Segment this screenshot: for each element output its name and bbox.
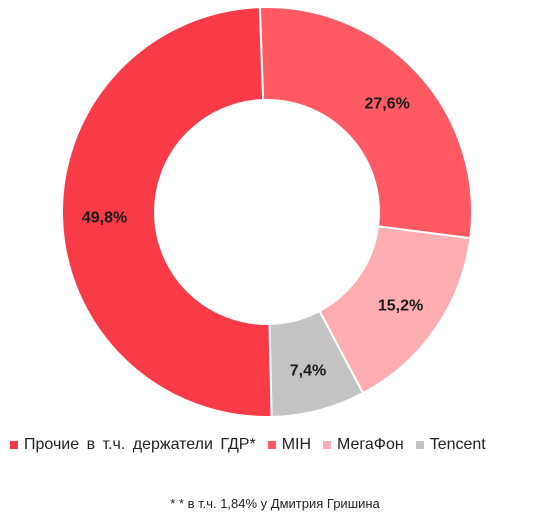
- legend-swatch: [10, 441, 18, 449]
- legend-swatch: [415, 441, 424, 449]
- chart-legend: Прочие в т.ч. держатели ГДР* MIH МегаФон Te…: [10, 436, 540, 454]
- label-mih: 27,6%: [364, 96, 409, 113]
- legend-swatch: [323, 441, 332, 449]
- slice-mih: [258, 6, 473, 240]
- footnote-marker: * *: [170, 496, 184, 511]
- legend-label: МегаФон: [337, 436, 404, 453]
- legend-label: Прочие в т.ч. держатели ГДР*: [24, 436, 256, 453]
- slice-other-holders: [61, 6, 273, 418]
- legend-label: MIH: [281, 436, 312, 453]
- legend-item-megafon: МегаФон: [323, 436, 404, 454]
- donut-chart: 27,6% 15,2% 7,4% 49,8%: [61, 6, 473, 418]
- footnote: * * в т.ч. 1,84% у Дмитрия Гришина: [0, 496, 550, 511]
- label-megafon: 15,2%: [378, 298, 423, 315]
- label-other-holders: 49,8%: [82, 210, 127, 227]
- legend-item-other-holders: Прочие в т.ч. держатели ГДР*: [10, 436, 256, 454]
- legend-label: Tencent: [429, 436, 486, 453]
- label-tencent: 7,4%: [290, 362, 326, 379]
- legend-item-tencent: Tencent: [415, 436, 486, 454]
- footnote-text: в т.ч. 1,84% у Дмитрия Гришина: [187, 496, 380, 511]
- legend-item-mih: MIH: [267, 436, 312, 454]
- legend-swatch: [267, 441, 276, 449]
